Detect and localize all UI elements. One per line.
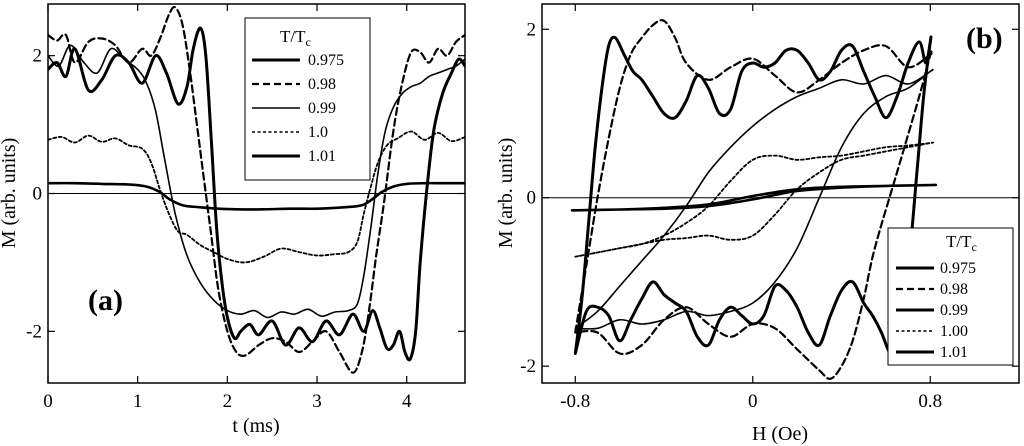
legend-box-b xyxy=(887,227,1014,366)
series-line-a-0 xyxy=(48,181,465,211)
series-line-b-0 xyxy=(570,183,938,212)
x-tick-label-a-4: 4 xyxy=(402,391,412,412)
series-group-b xyxy=(570,19,938,380)
legend-label-b-4: 1.01 xyxy=(940,344,968,361)
series-line-a-4 xyxy=(48,26,465,362)
y-axis-label-b: M (arb. units) xyxy=(495,138,517,249)
x-tick-label-a-0: 0 xyxy=(43,391,53,412)
legend-label-a-0: 0.975 xyxy=(308,52,344,69)
x-axis-label-a: t (ms) xyxy=(232,415,279,437)
legend-rows-b: 0.975 0.98 0.99 1.00 1.01 xyxy=(896,260,976,361)
y-tick-label-a-1: 0 xyxy=(33,184,43,205)
series-line-a-3 xyxy=(48,130,465,264)
panel-label-a: (a) xyxy=(88,284,123,317)
y-tick-label-b-1: 0 xyxy=(527,188,537,209)
legend-label-b-0: 0.975 xyxy=(940,260,976,277)
legend-label-b-1: 0.98 xyxy=(940,281,968,298)
x-tick-label-a-2: 2 xyxy=(223,391,233,412)
panel-label-b: (b) xyxy=(966,22,1003,55)
ticks-a: 0 1 2 3 4 -2 0 2 xyxy=(26,4,465,412)
series-line-b-1 xyxy=(574,19,934,380)
series-line-b-3 xyxy=(574,141,934,258)
series-line-b-4 xyxy=(573,35,933,356)
legend-label-b-3: 1.00 xyxy=(940,323,968,340)
series-group-a xyxy=(48,5,465,374)
legend-title-b: T/Tc xyxy=(946,232,977,254)
legend-box-a xyxy=(244,17,371,181)
plot-frame-b xyxy=(541,3,1020,384)
y-tick-label-a-0: -2 xyxy=(26,321,42,342)
legend-a: T/Tc 0.975 0.98 0.99 1.0 1.01 xyxy=(244,17,371,181)
y-tick-label-b-2: 2 xyxy=(527,19,537,40)
y-tick-label-b-0: -2 xyxy=(520,356,536,377)
series-line-b-2 xyxy=(574,68,934,330)
legend-rows-a: 0.975 0.98 0.99 1.0 1.01 xyxy=(252,52,344,165)
legend-title-a: T/Tc xyxy=(280,27,311,49)
legend-label-a-3: 1.0 xyxy=(308,124,328,141)
x-tick-label-b-0: -0.8 xyxy=(560,391,590,412)
chart-panel-b: -0.8 0 0.8 -2 0 2 (b) H (Oe) M (arb. units) T… xyxy=(495,3,1020,445)
legend-label-a-1: 0.98 xyxy=(308,76,336,93)
legend-label-a-2: 0.99 xyxy=(308,100,336,117)
x-tick-label-b-1: 0 xyxy=(748,391,758,412)
x-tick-label-a-3: 3 xyxy=(312,391,322,412)
legend-b: T/Tc 0.975 0.98 0.99 1.00 1.01 xyxy=(887,227,1014,366)
legend-label-b-2: 0.99 xyxy=(940,302,968,319)
x-tick-label-a-1: 1 xyxy=(133,391,143,412)
x-tick-label-b-2: 0.8 xyxy=(918,391,942,412)
y-axis-label-a: M (arb. units) xyxy=(0,138,20,249)
x-axis-label-b: H (Oe) xyxy=(752,423,808,445)
chart-panel-a: 0 1 2 3 4 -2 0 2 (a) t (ms) M (arb. units) T/Tc… xyxy=(0,3,466,437)
y-tick-label-a-2: 2 xyxy=(33,46,43,67)
legend-label-a-4: 1.01 xyxy=(308,148,336,165)
ticks-b: -0.8 0 0.8 -2 0 2 xyxy=(520,4,1019,412)
